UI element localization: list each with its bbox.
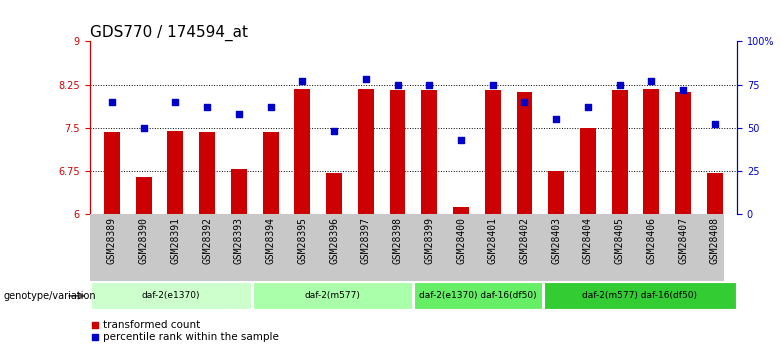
Text: GSM28394: GSM28394 xyxy=(266,217,275,264)
Point xyxy=(677,87,690,92)
Point xyxy=(392,82,404,87)
Text: genotype/variation: genotype/variation xyxy=(4,291,97,301)
Bar xyxy=(453,207,469,214)
Bar xyxy=(612,90,628,214)
Text: GSM28404: GSM28404 xyxy=(583,217,593,264)
Point xyxy=(360,77,372,82)
Bar xyxy=(485,90,501,214)
Point xyxy=(328,128,340,134)
Bar xyxy=(168,131,183,214)
Text: GSM28402: GSM28402 xyxy=(519,217,530,264)
Text: daf-2(e1370) daf-16(df50): daf-2(e1370) daf-16(df50) xyxy=(420,291,537,300)
Point xyxy=(709,121,722,127)
Point xyxy=(518,99,530,105)
Bar xyxy=(358,89,374,214)
Point xyxy=(289,173,302,179)
Bar xyxy=(263,132,278,214)
Bar xyxy=(294,89,310,214)
Text: daf-2(e1370): daf-2(e1370) xyxy=(141,291,200,300)
Text: GSM28398: GSM28398 xyxy=(392,217,402,264)
Bar xyxy=(544,282,736,309)
Text: GSM28395: GSM28395 xyxy=(297,217,307,264)
Text: GSM28403: GSM28403 xyxy=(551,217,561,264)
Text: GSM28397: GSM28397 xyxy=(361,217,370,264)
Point xyxy=(105,99,118,105)
Text: GSM28389: GSM28389 xyxy=(107,217,117,264)
Text: daf-2(m577) daf-16(df50): daf-2(m577) daf-16(df50) xyxy=(583,291,697,300)
Bar xyxy=(231,169,246,214)
Bar xyxy=(326,172,342,214)
Text: GSM28401: GSM28401 xyxy=(488,217,498,264)
Text: GSM28392: GSM28392 xyxy=(202,217,212,264)
Bar xyxy=(414,282,542,309)
Text: GSM28390: GSM28390 xyxy=(139,217,149,264)
Bar xyxy=(90,282,250,309)
Bar xyxy=(707,172,723,214)
Text: GSM28400: GSM28400 xyxy=(456,217,466,264)
Bar xyxy=(421,90,438,214)
Bar xyxy=(389,90,406,214)
Point xyxy=(137,125,150,130)
Text: GSM28407: GSM28407 xyxy=(678,217,688,264)
Text: GSM28393: GSM28393 xyxy=(234,217,244,264)
Point xyxy=(296,78,309,84)
Text: percentile rank within the sample: percentile rank within the sample xyxy=(103,332,278,342)
Text: GSM28406: GSM28406 xyxy=(647,217,657,264)
Bar xyxy=(580,128,596,214)
Point xyxy=(582,104,594,110)
Bar xyxy=(199,132,215,214)
Point xyxy=(423,82,435,87)
Point xyxy=(613,82,626,87)
Point xyxy=(201,104,214,110)
Text: GSM28396: GSM28396 xyxy=(329,217,339,264)
Text: GSM28408: GSM28408 xyxy=(710,217,720,264)
Point xyxy=(455,137,467,142)
Point xyxy=(550,116,562,122)
Bar xyxy=(548,171,564,214)
Point xyxy=(487,82,499,87)
Point xyxy=(264,104,277,110)
Bar xyxy=(675,92,691,214)
Text: GSM28399: GSM28399 xyxy=(424,217,434,264)
Point xyxy=(645,78,658,84)
Text: GDS770 / 174594_at: GDS770 / 174594_at xyxy=(90,25,248,41)
Bar xyxy=(516,92,533,214)
Bar xyxy=(253,282,413,309)
Bar xyxy=(136,177,151,214)
Point xyxy=(169,99,182,105)
Text: daf-2(m577): daf-2(m577) xyxy=(304,291,360,300)
Bar xyxy=(104,132,120,214)
Text: GSM28405: GSM28405 xyxy=(615,217,625,264)
Point xyxy=(289,287,302,293)
Point xyxy=(232,111,245,117)
Text: transformed count: transformed count xyxy=(103,320,200,329)
Text: GSM28391: GSM28391 xyxy=(170,217,180,264)
Bar xyxy=(644,89,659,214)
